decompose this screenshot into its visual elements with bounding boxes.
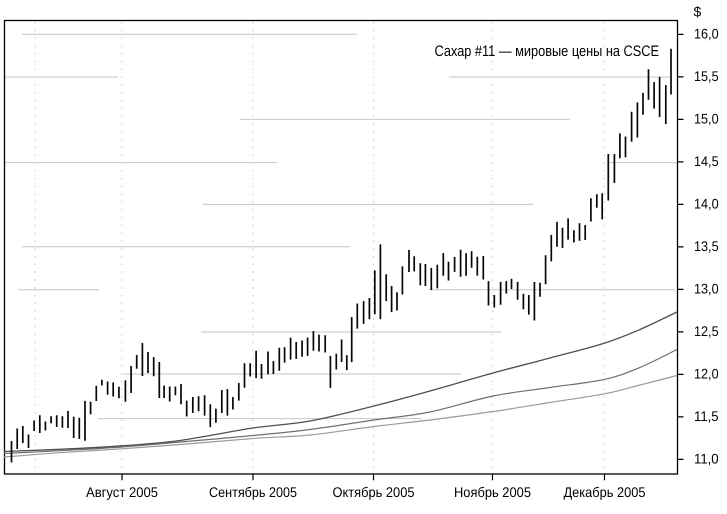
svg-text:$: $	[694, 4, 702, 20]
svg-text:Август 2005: Август 2005	[86, 484, 158, 500]
svg-text:16,0: 16,0	[694, 26, 719, 42]
svg-text:Сентябрь 2005: Сентябрь 2005	[209, 484, 297, 500]
svg-text:Сахар #11 — мировые цены на CS: Сахар #11 — мировые цены на CSCE	[435, 43, 660, 60]
svg-text:Декабрь 2005: Декабрь 2005	[564, 484, 646, 500]
svg-text:Октябрь 2005: Октябрь 2005	[333, 484, 415, 500]
svg-text:15,0: 15,0	[694, 111, 719, 127]
svg-text:12,5: 12,5	[694, 323, 719, 339]
svg-text:Ноябрь 2005: Ноябрь 2005	[454, 484, 531, 500]
svg-text:11,0: 11,0	[694, 451, 719, 467]
svg-text:15,5: 15,5	[694, 68, 719, 84]
svg-text:14,5: 14,5	[694, 153, 719, 169]
svg-text:13,0: 13,0	[694, 281, 719, 297]
svg-text:11,5: 11,5	[694, 408, 719, 424]
svg-text:14,0: 14,0	[694, 196, 719, 212]
svg-text:13,5: 13,5	[694, 238, 719, 254]
svg-text:12,0: 12,0	[694, 366, 719, 382]
